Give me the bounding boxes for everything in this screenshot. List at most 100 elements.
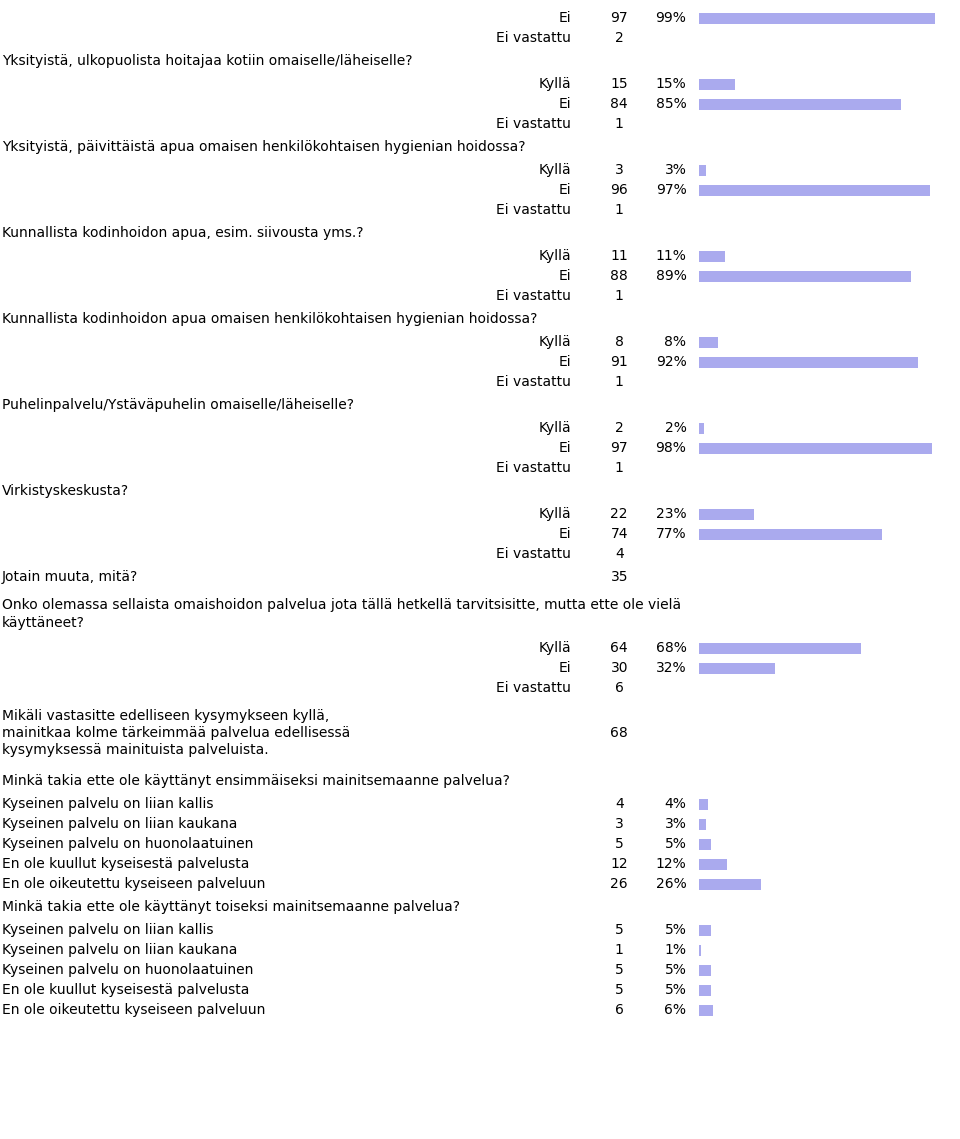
Text: 5%: 5% — [664, 923, 686, 937]
Text: 97: 97 — [611, 11, 628, 25]
Text: Kyllä: Kyllä — [539, 421, 571, 435]
Text: 85%: 85% — [656, 97, 686, 110]
Text: Ei vastattu: Ei vastattu — [496, 117, 571, 131]
Text: Minkä takia ette ole käyttänyt toiseksi mainitsemaanne palvelua?: Minkä takia ette ole käyttänyt toiseksi … — [2, 900, 460, 913]
Text: 68%: 68% — [656, 641, 686, 655]
Text: Puhelinpalvelu/Ystäväpuhelin omaiselle/läheiselle?: Puhelinpalvelu/Ystäväpuhelin omaiselle/l… — [2, 398, 354, 412]
Bar — [699, 1005, 713, 1016]
Text: 3: 3 — [614, 163, 624, 177]
Text: 1: 1 — [614, 117, 624, 131]
Text: Kyseinen palvelu on huonolaatuinen: Kyseinen palvelu on huonolaatuinen — [2, 837, 253, 851]
Text: Kyseinen palvelu on liian kallis: Kyseinen palvelu on liian kallis — [2, 797, 213, 811]
Text: 6%: 6% — [664, 1003, 686, 1017]
Bar — [699, 984, 710, 995]
Text: 68: 68 — [611, 726, 628, 740]
Text: En ole oikeutettu kyseiseen palveluun: En ole oikeutettu kyseiseen palveluun — [2, 1003, 265, 1017]
Text: Kunnallista kodinhoidon apua omaisen henkilökohtaisen hygienian hoidossa?: Kunnallista kodinhoidon apua omaisen hen… — [2, 312, 538, 326]
Text: 97: 97 — [611, 441, 628, 454]
Text: 1: 1 — [614, 203, 624, 218]
Bar — [699, 336, 718, 347]
Text: Kyllä: Kyllä — [539, 163, 571, 177]
Text: Onko olemassa sellaista omaishoidon palvelua jota tällä hetkellä tarvitsisitte, : Onko olemassa sellaista omaishoidon palv… — [2, 598, 682, 630]
Bar — [699, 185, 930, 196]
Text: 26%: 26% — [656, 877, 686, 891]
Text: 5%: 5% — [664, 962, 686, 977]
Text: 98%: 98% — [656, 441, 686, 454]
Bar — [699, 819, 706, 829]
Text: Minkä takia ette ole käyttänyt ensimmäiseksi mainitsemaanne palvelua?: Minkä takia ette ole käyttänyt ensimmäis… — [2, 775, 510, 788]
Text: 6: 6 — [614, 1003, 624, 1017]
Bar — [699, 442, 932, 453]
Text: 91: 91 — [611, 355, 628, 369]
Bar — [699, 965, 710, 975]
Text: En ole kuullut kyseisestä palvelusta: En ole kuullut kyseisestä palvelusta — [2, 983, 250, 997]
Text: 26: 26 — [611, 877, 628, 891]
Text: Ei: Ei — [559, 661, 571, 675]
Bar — [699, 508, 754, 519]
Text: Ei vastattu: Ei vastattu — [496, 375, 571, 390]
Text: 89%: 89% — [656, 269, 686, 282]
Text: Yksityistä, ulkopuolista hoitajaa kotiin omaiselle/läheiselle?: Yksityistä, ulkopuolista hoitajaa kotiin… — [2, 54, 413, 68]
Text: 88: 88 — [611, 269, 628, 282]
Text: Ei vastattu: Ei vastattu — [496, 31, 571, 46]
Text: 1: 1 — [614, 375, 624, 390]
Bar — [699, 98, 901, 109]
Text: 2: 2 — [614, 421, 624, 435]
Bar — [699, 925, 710, 935]
Text: 97%: 97% — [656, 183, 686, 197]
Text: Kyseinen palvelu on liian kallis: Kyseinen palvelu on liian kallis — [2, 923, 213, 937]
Text: En ole oikeutettu kyseiseen palveluun: En ole oikeutettu kyseiseen palveluun — [2, 877, 265, 891]
Text: 4%: 4% — [664, 797, 686, 811]
Text: 11: 11 — [611, 249, 628, 263]
Text: Kyllä: Kyllä — [539, 335, 571, 349]
Text: 92%: 92% — [656, 355, 686, 369]
Text: Kyllä: Kyllä — [539, 249, 571, 263]
Text: 1: 1 — [614, 461, 624, 475]
Text: Ei: Ei — [559, 527, 571, 541]
Bar — [699, 270, 911, 281]
Text: 15%: 15% — [656, 77, 686, 91]
Text: Kyseinen palvelu on liian kaukana: Kyseinen palvelu on liian kaukana — [2, 943, 237, 957]
Text: 2: 2 — [614, 31, 624, 46]
Text: Kyseinen palvelu on huonolaatuinen: Kyseinen palvelu on huonolaatuinen — [2, 962, 253, 977]
Text: 5%: 5% — [664, 983, 686, 997]
Text: 84: 84 — [611, 97, 628, 110]
Text: 5: 5 — [614, 837, 624, 851]
Text: 4: 4 — [614, 547, 624, 562]
Text: Kyllä: Kyllä — [539, 77, 571, 91]
Bar — [699, 357, 918, 368]
Text: 64: 64 — [611, 641, 628, 655]
Text: Kyseinen palvelu on liian kaukana: Kyseinen palvelu on liian kaukana — [2, 817, 237, 831]
Text: Ei vastattu: Ei vastattu — [496, 289, 571, 303]
Text: Ei: Ei — [559, 183, 571, 197]
Text: 96: 96 — [611, 183, 628, 197]
Text: 2%: 2% — [664, 421, 686, 435]
Bar — [699, 164, 706, 175]
Text: 5%: 5% — [664, 837, 686, 851]
Text: 35: 35 — [611, 570, 628, 584]
Text: Mikäli vastasitte edelliseen kysymykseen kyllä,
mainitkaa kolme tärkeimmää palve: Mikäli vastasitte edelliseen kysymykseen… — [2, 708, 350, 757]
Bar — [699, 423, 704, 434]
Bar — [699, 642, 861, 654]
Bar — [699, 13, 935, 24]
Text: 8%: 8% — [664, 335, 686, 349]
Text: 74: 74 — [611, 527, 628, 541]
Text: Jotain muuta, mitä?: Jotain muuta, mitä? — [2, 570, 138, 584]
Text: Ei: Ei — [559, 11, 571, 25]
Text: Ei: Ei — [559, 269, 571, 282]
Text: 15: 15 — [611, 77, 628, 91]
Text: Ei vastattu: Ei vastattu — [496, 203, 571, 218]
Bar — [699, 878, 760, 890]
Text: 8: 8 — [614, 335, 624, 349]
Text: Yksityistä, päivittäistä apua omaisen henkilökohtaisen hygienian hoidossa?: Yksityistä, päivittäistä apua omaisen he… — [2, 140, 525, 154]
Text: Kunnallista kodinhoidon apua, esim. siivousta yms.?: Kunnallista kodinhoidon apua, esim. siiv… — [2, 226, 364, 240]
Text: 11%: 11% — [656, 249, 686, 263]
Text: 4: 4 — [614, 797, 624, 811]
Text: Kyllä: Kyllä — [539, 507, 571, 521]
Bar — [699, 798, 708, 810]
Bar — [699, 838, 710, 850]
Text: Kyllä: Kyllä — [539, 641, 571, 655]
Text: 3%: 3% — [664, 163, 686, 177]
Text: Ei vastattu: Ei vastattu — [496, 681, 571, 695]
Text: 30: 30 — [611, 661, 628, 675]
